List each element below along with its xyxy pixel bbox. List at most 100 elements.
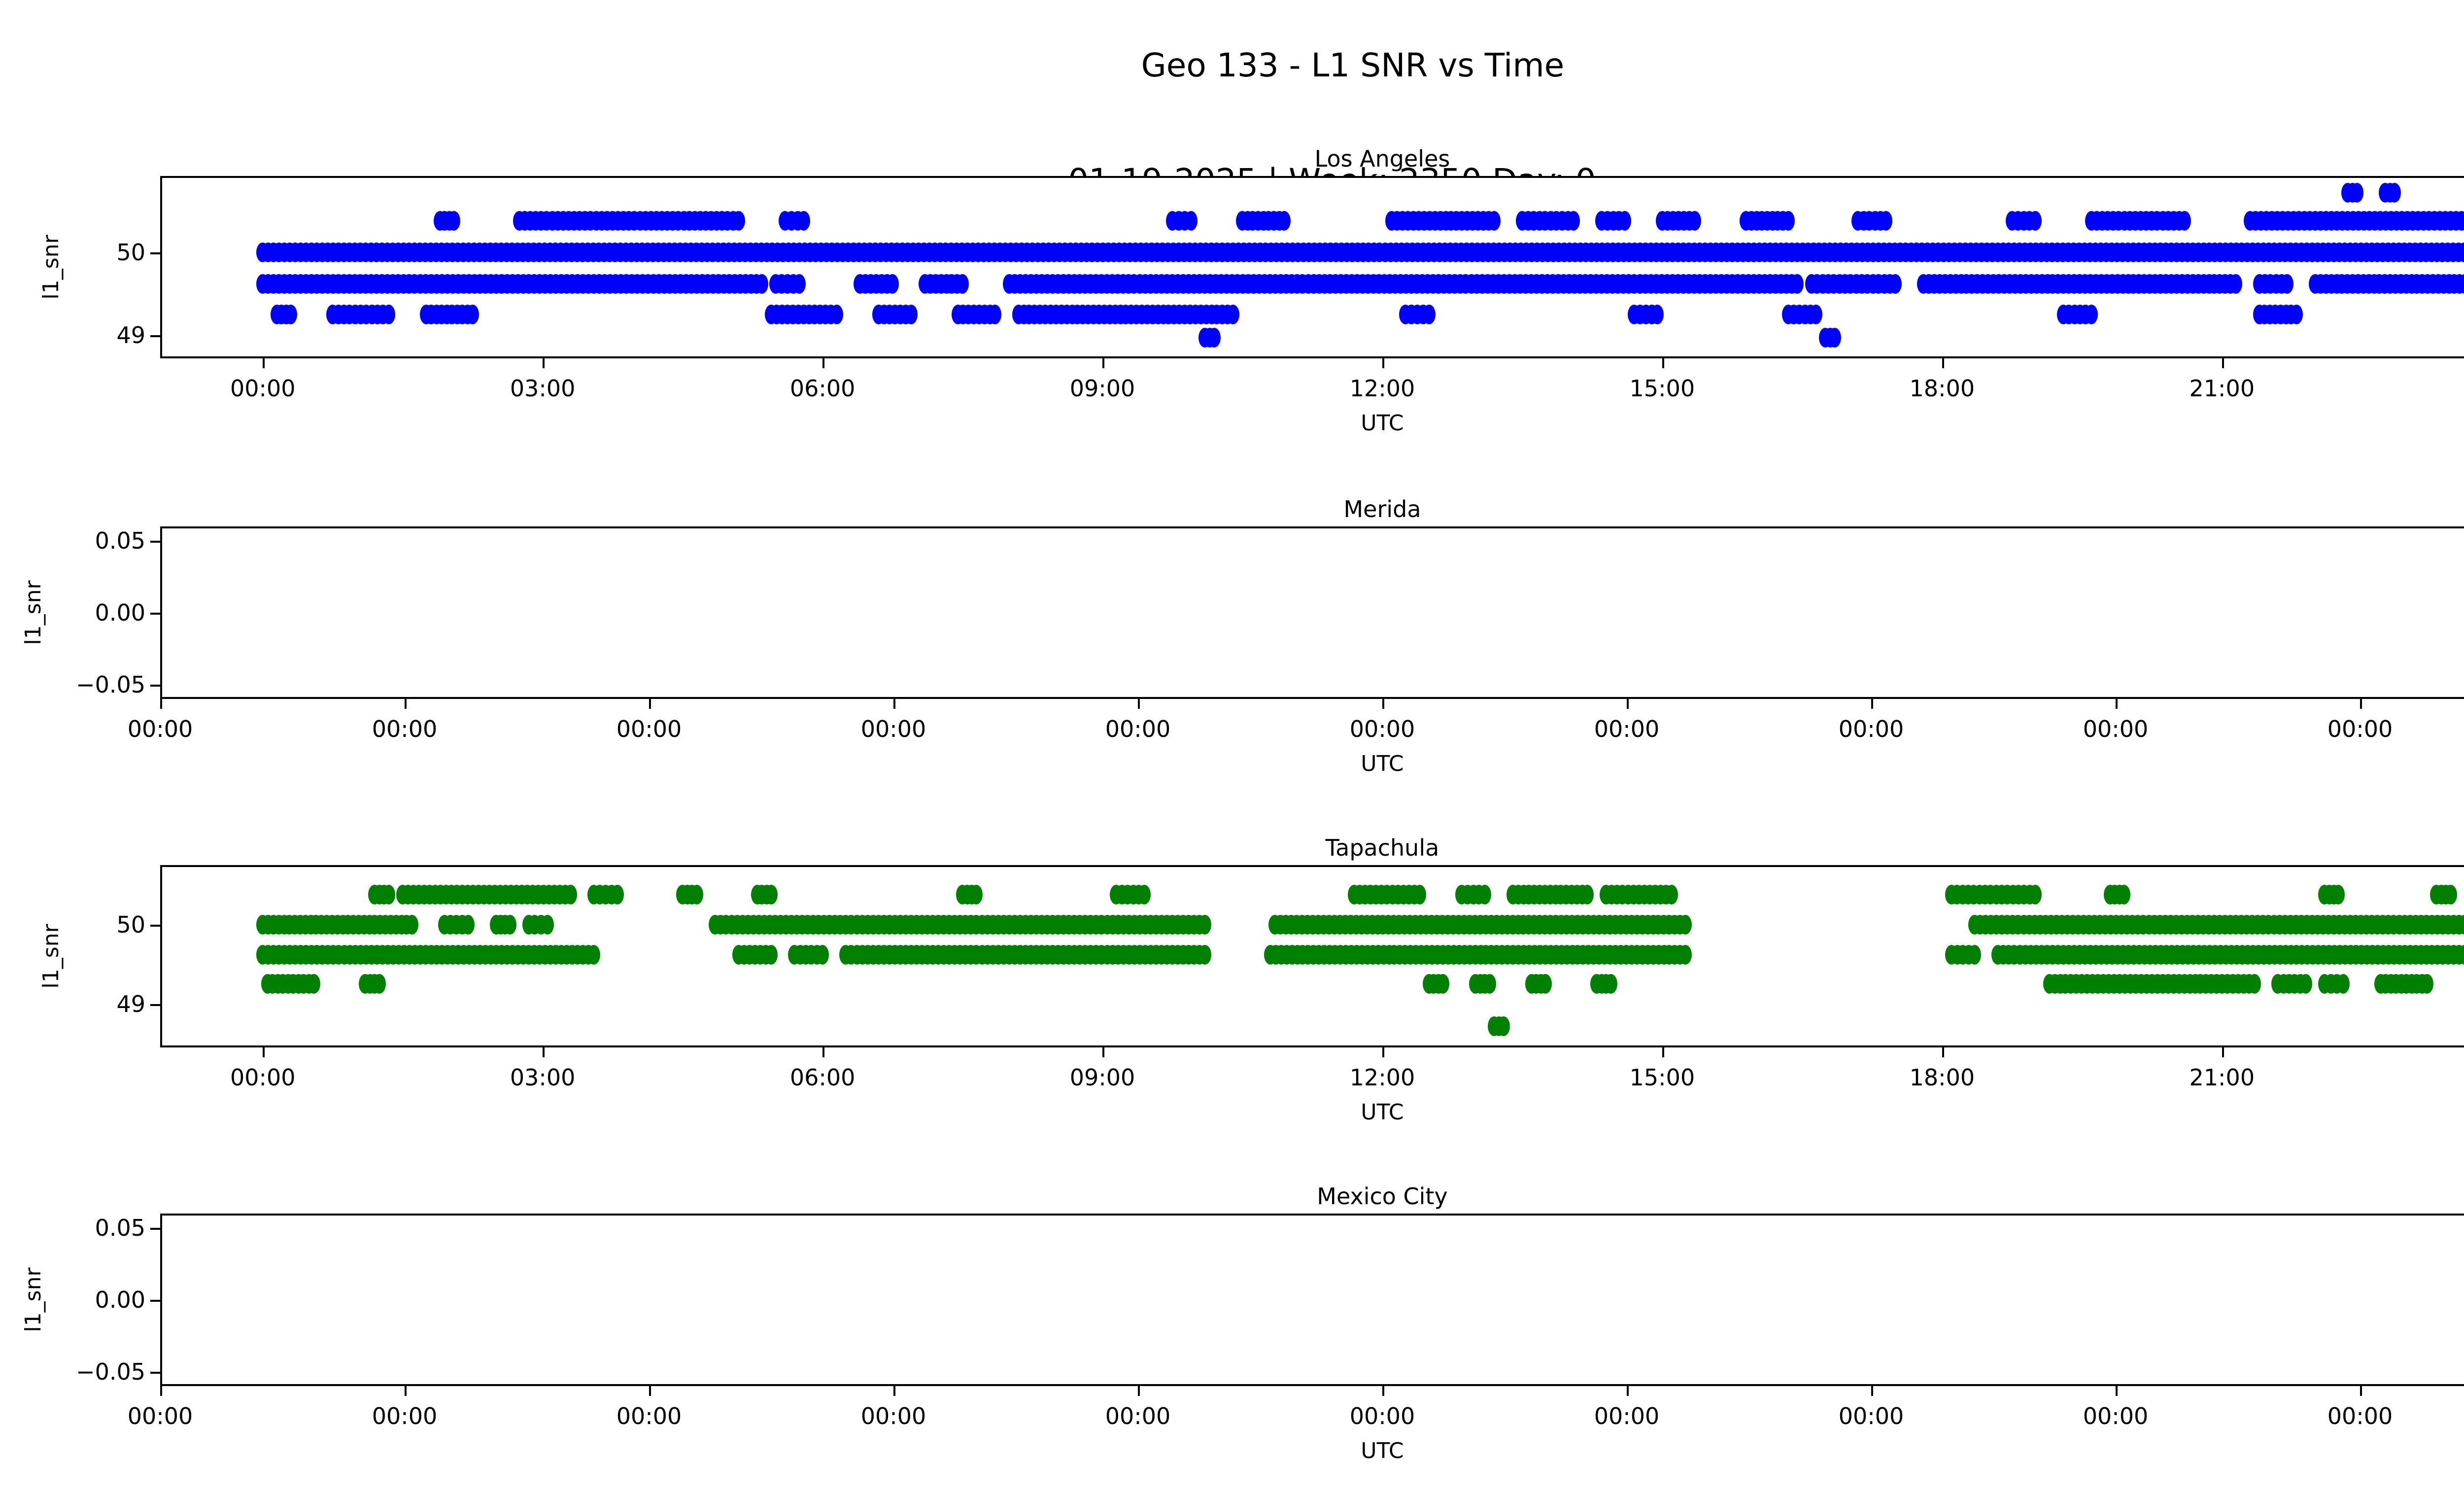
x-axis-tick bbox=[405, 1386, 407, 1396]
x-axis-tick-label: 00:00 bbox=[2327, 1403, 2393, 1429]
data-point bbox=[541, 914, 554, 935]
x-axis-tick bbox=[2222, 1047, 2224, 1057]
x-axis-tick bbox=[1871, 1386, 1873, 1396]
x-axis-tick bbox=[543, 358, 545, 368]
y-axis-tick bbox=[150, 613, 160, 615]
x-axis-tick-label: 00:00 bbox=[2083, 716, 2149, 742]
x-axis-tick bbox=[543, 1047, 545, 1057]
x-axis-tick bbox=[1138, 699, 1140, 709]
y-axis-label: l1_snr bbox=[38, 924, 64, 989]
x-axis-tick bbox=[893, 1386, 895, 1396]
subplot-title-tapachula: Tapachula bbox=[1325, 834, 1439, 861]
x-axis-tick bbox=[1382, 358, 1384, 368]
y-axis-tick-label: 50 bbox=[116, 239, 145, 266]
data-point bbox=[732, 210, 745, 231]
subplot-title-los-angeles: Los Angeles bbox=[1314, 145, 1450, 172]
data-point bbox=[1567, 210, 1580, 231]
x-axis-tick-label: 00:00 bbox=[230, 1064, 296, 1091]
plot-area-mexico-city bbox=[160, 1214, 2464, 1386]
x-axis-tick-label: 03:00 bbox=[510, 375, 576, 402]
data-point bbox=[1679, 944, 1692, 965]
x-axis-label: UTC bbox=[1361, 1438, 1404, 1463]
y-axis-label: l1_snr bbox=[21, 1267, 46, 1332]
x-axis-tick-label: 00:00 bbox=[1105, 1403, 1171, 1429]
y-axis-tick bbox=[150, 684, 160, 687]
x-axis-tick-label: 00:00 bbox=[230, 375, 296, 402]
y-axis-label: l1_snr bbox=[38, 235, 64, 300]
data-point bbox=[1227, 304, 1240, 324]
x-axis-tick bbox=[263, 1047, 265, 1057]
x-axis-tick bbox=[1662, 1047, 1664, 1057]
data-point bbox=[1138, 884, 1151, 904]
x-axis-tick-label: 09:00 bbox=[1069, 1064, 1135, 1091]
data-point bbox=[1679, 914, 1692, 935]
x-axis-tick bbox=[160, 699, 162, 709]
data-point bbox=[1278, 210, 1291, 231]
data-point bbox=[2290, 304, 2303, 324]
y-axis-tick bbox=[150, 1300, 160, 1302]
x-axis-tick-label: 12:00 bbox=[1349, 1064, 1415, 1091]
x-axis-tick bbox=[1871, 699, 1873, 709]
data-point bbox=[564, 884, 577, 904]
data-point bbox=[1413, 884, 1426, 904]
x-axis-tick bbox=[1382, 699, 1384, 709]
x-axis-tick-label: 00:00 bbox=[2327, 716, 2393, 742]
x-axis-tick-label: 00:00 bbox=[1349, 1403, 1415, 1429]
y-axis-tick bbox=[150, 1371, 160, 1374]
data-point bbox=[1810, 304, 1823, 324]
x-axis-tick-label: 09:00 bbox=[1069, 375, 1135, 402]
x-axis-tick-label: 15:00 bbox=[1629, 375, 1695, 402]
y-axis-label: l1_snr bbox=[21, 580, 46, 645]
plot-area-los-angeles bbox=[160, 176, 2464, 358]
data-point bbox=[503, 914, 516, 935]
x-axis-tick-label: 21:00 bbox=[2189, 1064, 2255, 1091]
y-axis-tick-label: −0.05 bbox=[76, 1358, 145, 1385]
data-point bbox=[765, 944, 778, 965]
x-axis-tick-label: 06:00 bbox=[789, 1064, 856, 1091]
data-point bbox=[2085, 304, 2098, 324]
data-point bbox=[904, 304, 918, 324]
x-axis-label: UTC bbox=[1361, 411, 1404, 436]
data-point bbox=[792, 274, 806, 294]
data-point bbox=[1651, 304, 1664, 324]
data-point bbox=[2332, 884, 2345, 904]
x-axis-tick bbox=[893, 699, 895, 709]
x-axis-tick-label: 21:00 bbox=[2189, 375, 2255, 402]
y-axis-tick-label: 50 bbox=[116, 911, 145, 938]
x-axis-tick-label: 00:00 bbox=[127, 716, 193, 742]
figure-title-line1: Geo 133 - L1 SNR vs Time bbox=[1141, 46, 1565, 84]
axes-frame bbox=[160, 176, 2464, 358]
x-axis-tick-label: 00:00 bbox=[860, 716, 926, 742]
x-axis-tick-label: 00:00 bbox=[127, 1403, 193, 1429]
x-axis-label: UTC bbox=[1361, 751, 1404, 776]
data-point bbox=[1828, 327, 1842, 348]
data-point bbox=[382, 304, 395, 324]
data-point bbox=[284, 304, 298, 324]
y-axis-tick-label: 0.05 bbox=[95, 1215, 145, 1242]
x-axis-tick-label: 18:00 bbox=[1909, 375, 1975, 402]
data-point bbox=[1539, 974, 1552, 994]
subplot-title-mexico-city: Mexico City bbox=[1317, 1183, 1448, 1210]
data-point bbox=[308, 974, 321, 994]
data-point bbox=[2299, 974, 2313, 994]
data-point bbox=[1478, 884, 1492, 904]
x-axis-tick bbox=[1102, 358, 1105, 368]
data-point bbox=[989, 304, 1002, 324]
x-axis-tick-label: 00:00 bbox=[1838, 716, 1904, 742]
x-axis-tick bbox=[2116, 699, 2118, 709]
data-point bbox=[611, 884, 624, 904]
data-point bbox=[1208, 327, 1221, 348]
x-axis-tick-label: 00:00 bbox=[1838, 1403, 1904, 1429]
data-point bbox=[1968, 944, 1982, 965]
data-point bbox=[2463, 242, 2464, 262]
data-point bbox=[816, 944, 829, 965]
data-point bbox=[2351, 182, 2364, 203]
x-axis-tick-label: 00:00 bbox=[1594, 716, 1660, 742]
data-point bbox=[1483, 974, 1496, 994]
x-axis-tick bbox=[1627, 699, 1629, 709]
subplot-merida: Merida l1_snr −0.05 0.00 0.05 00:00 00:00 00:0… bbox=[21, 496, 2464, 776]
y-axis-tick-label: 49 bbox=[116, 990, 145, 1017]
data-point bbox=[956, 274, 969, 294]
x-axis-tick bbox=[1627, 1386, 1629, 1396]
